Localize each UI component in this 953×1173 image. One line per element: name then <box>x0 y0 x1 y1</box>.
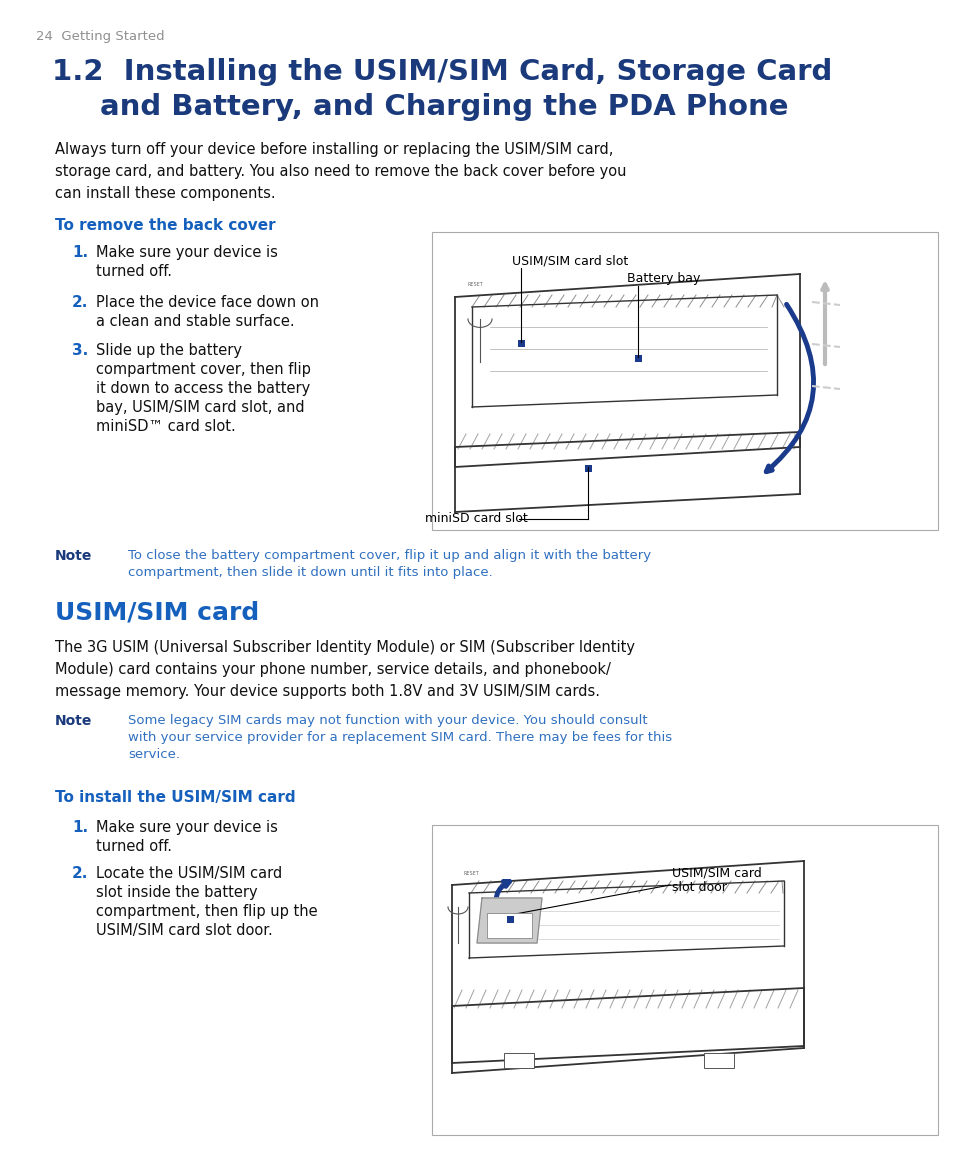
Bar <box>432 232 937 530</box>
Polygon shape <box>476 899 541 943</box>
Text: 1.: 1. <box>71 820 88 835</box>
Text: RESET: RESET <box>468 282 483 287</box>
Text: miniSD card slot: miniSD card slot <box>424 511 527 526</box>
Text: with your service provider for a replacement SIM card. There may be fees for thi: with your service provider for a replace… <box>128 731 672 744</box>
Text: Note: Note <box>55 714 92 728</box>
Bar <box>517 340 524 347</box>
Text: Place the device face down on: Place the device face down on <box>96 294 318 310</box>
Text: To close the battery compartment cover, flip it up and align it with the battery: To close the battery compartment cover, … <box>128 549 651 562</box>
Text: USIM/SIM card slot: USIM/SIM card slot <box>512 255 628 267</box>
Text: USIM/SIM card: USIM/SIM card <box>671 867 760 880</box>
Text: To remove the back cover: To remove the back cover <box>55 218 275 233</box>
Bar <box>635 355 641 362</box>
Text: Slide up the battery: Slide up the battery <box>96 343 242 358</box>
Text: 24  Getting Started: 24 Getting Started <box>36 30 165 43</box>
Text: Always turn off your device before installing or replacing the USIM/SIM card,: Always turn off your device before insta… <box>55 142 613 157</box>
Text: compartment cover, then flip: compartment cover, then flip <box>96 362 311 377</box>
Bar <box>506 916 514 923</box>
Text: compartment, then flip up the: compartment, then flip up the <box>96 904 317 918</box>
Text: Make sure your device is: Make sure your device is <box>96 820 277 835</box>
Bar <box>503 1053 534 1067</box>
Bar <box>432 825 937 1135</box>
Text: and Battery, and Charging the PDA Phone: and Battery, and Charging the PDA Phone <box>100 93 788 121</box>
Text: 2.: 2. <box>71 294 89 310</box>
Text: To install the USIM/SIM card: To install the USIM/SIM card <box>55 789 295 805</box>
Text: Locate the USIM/SIM card: Locate the USIM/SIM card <box>96 866 282 881</box>
Text: 1.: 1. <box>71 245 88 260</box>
Text: can install these components.: can install these components. <box>55 187 275 201</box>
Text: message memory. Your device supports both 1.8V and 3V USIM/SIM cards.: message memory. Your device supports bot… <box>55 684 599 699</box>
Text: compartment, then slide it down until it fits into place.: compartment, then slide it down until it… <box>128 567 493 579</box>
Text: bay, USIM/SIM card slot, and: bay, USIM/SIM card slot, and <box>96 400 304 415</box>
Text: it down to access the battery: it down to access the battery <box>96 381 310 396</box>
Text: slot door: slot door <box>671 881 726 894</box>
Bar <box>703 1053 733 1067</box>
Text: turned off.: turned off. <box>96 839 172 854</box>
Text: a clean and stable surface.: a clean and stable surface. <box>96 314 294 328</box>
Text: Note: Note <box>55 549 92 563</box>
Bar <box>486 913 532 938</box>
Text: 2.: 2. <box>71 866 89 881</box>
Bar <box>584 465 592 472</box>
Text: The 3G USIM (Universal Subscriber Identity Module) or SIM (Subscriber Identity: The 3G USIM (Universal Subscriber Identi… <box>55 640 635 655</box>
Text: Some legacy SIM cards may not function with your device. You should consult: Some legacy SIM cards may not function w… <box>128 714 647 727</box>
Text: turned off.: turned off. <box>96 264 172 279</box>
Text: Module) card contains your phone number, service details, and phonebook/: Module) card contains your phone number,… <box>55 662 610 677</box>
Text: miniSD™ card slot.: miniSD™ card slot. <box>96 419 235 434</box>
Text: RESET: RESET <box>463 872 479 876</box>
Text: Battery bay: Battery bay <box>626 272 700 285</box>
Text: USIM/SIM card slot door.: USIM/SIM card slot door. <box>96 923 273 938</box>
Text: 1.2  Installing the USIM/SIM Card, Storage Card: 1.2 Installing the USIM/SIM Card, Storag… <box>52 57 832 86</box>
Text: slot inside the battery: slot inside the battery <box>96 884 257 900</box>
Text: Make sure your device is: Make sure your device is <box>96 245 277 260</box>
Text: USIM/SIM card: USIM/SIM card <box>55 601 259 624</box>
Text: 3.: 3. <box>71 343 89 358</box>
Text: storage card, and battery. You also need to remove the back cover before you: storage card, and battery. You also need… <box>55 164 626 179</box>
Text: service.: service. <box>128 748 180 761</box>
